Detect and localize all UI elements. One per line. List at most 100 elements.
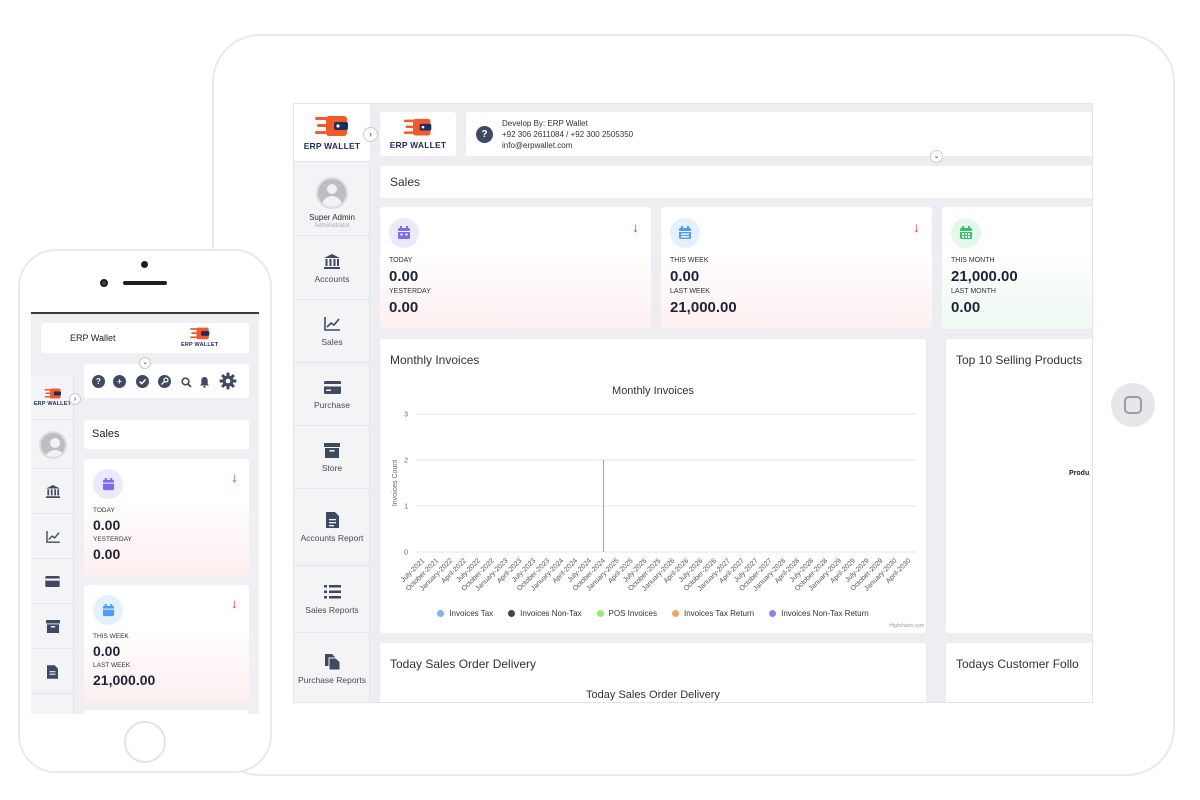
phone-expand-button[interactable]: ⌄ xyxy=(139,357,151,369)
y-tick-label: 3 xyxy=(404,412,408,419)
sidebar-item-store[interactable]: Store xyxy=(294,427,370,489)
panel-title: Top 10 Selling Products xyxy=(956,353,1083,367)
list-icon xyxy=(323,584,341,600)
phone-sidebar: ERP WALLET xyxy=(31,376,74,714)
trend-down-icon: ↓ xyxy=(231,469,238,485)
phone-page-title: Sales xyxy=(92,428,120,440)
legend-item[interactable]: POS Invoices xyxy=(596,609,657,618)
phone-sidebar-item-purchase[interactable] xyxy=(31,560,74,604)
calendar-icon xyxy=(670,218,700,248)
phone-kpi-card-today: ↓ TODAY 0.00 YESTERDAY 0.00 xyxy=(84,459,249,576)
sidebar: ERP WALLET Super Admin Administrator Acc… xyxy=(294,104,370,702)
phone-sidebar-item-accounts[interactable] xyxy=(31,470,74,514)
sidebar-item-purchase-reports[interactable]: Purchase Reports xyxy=(294,634,370,702)
develop-value: ERP Wallet xyxy=(547,119,588,128)
sidebar-logo[interactable]: ERP WALLET xyxy=(294,104,370,162)
y-tick-label: 0 xyxy=(404,550,408,557)
sidebar-item-label: Accounts Report xyxy=(300,533,364,543)
kpi-card-month: THIS MONTH 21,000.00 LAST MONTH 0.00 xyxy=(942,207,1092,329)
phone-sensor xyxy=(100,279,108,287)
sidebar-item-label: Sales xyxy=(321,337,343,347)
kpi-value: 0.00 xyxy=(389,299,419,316)
search-icon[interactable] xyxy=(181,375,192,393)
legend-label: POS Invoices xyxy=(608,609,657,618)
sidebar-item-accounts-report[interactable]: Accounts Report xyxy=(294,490,370,566)
kpi-label: LAST WEEK xyxy=(93,662,131,669)
phone-sidebar-item-store[interactable] xyxy=(31,605,74,649)
help-icon[interactable]: ? xyxy=(92,375,105,388)
chart-title: Monthly Invoices xyxy=(612,385,694,397)
phone-sidebar-toggle[interactable]: › xyxy=(69,393,81,405)
phone-next-card xyxy=(84,710,249,714)
phone-screen: ERP Wallet ERP WALLET xyxy=(31,312,259,714)
add-icon[interactable]: + xyxy=(113,375,126,388)
user-profile[interactable]: Super Admin Administrator xyxy=(294,164,370,236)
phone-speaker xyxy=(123,281,167,285)
legend-item[interactable]: Invoices Tax Return xyxy=(672,609,754,618)
calendar-icon xyxy=(93,469,123,499)
chart-credit[interactable]: Highcharts.com xyxy=(889,623,924,629)
erp-wallet-logo-icon xyxy=(44,388,61,399)
archive-icon xyxy=(45,620,60,633)
trend-down-icon: ↓ xyxy=(632,219,639,235)
kpi-label: LAST MONTH xyxy=(951,288,996,295)
kpi-label: YESTERDAY xyxy=(93,536,132,543)
kpi-value: 0.00 xyxy=(670,268,700,285)
calendar-icon xyxy=(389,218,419,248)
sidebar-item-accounts[interactable]: Accounts xyxy=(294,238,370,300)
legend-dot xyxy=(437,610,445,617)
sidebar-item-sales[interactable]: Sales xyxy=(294,301,370,363)
phone-sidebar-item-reports[interactable] xyxy=(31,650,74,694)
kpi-label: LAST WEEK xyxy=(670,288,710,295)
header-logo-text: ERP WALLET xyxy=(389,140,447,150)
avatar xyxy=(316,177,348,209)
legend-item[interactable]: Invoices Non-Tax Return xyxy=(769,609,869,618)
legend-item[interactable]: Invoices Tax xyxy=(437,609,493,618)
top-selling-products-panel: Top 10 Selling Products Produ xyxy=(946,339,1092,633)
phone-user-avatar[interactable] xyxy=(31,421,74,469)
erp-wallet-logo-icon xyxy=(189,327,210,340)
trend-down-icon: ↓ xyxy=(231,595,238,611)
sidebar-item-sales-reports[interactable]: Sales Reports xyxy=(294,567,370,633)
erp-wallet-logo-icon xyxy=(315,115,348,136)
kpi-card-today: ↓ TODAY 0.00 YESTERDAY 0.00 xyxy=(380,207,651,329)
panel-title: Today Sales Order Delivery xyxy=(390,657,537,671)
bell-icon[interactable] xyxy=(199,375,210,393)
bank-icon xyxy=(45,485,60,498)
kpi-label: TODAY xyxy=(389,257,413,264)
calendar-icon xyxy=(951,218,981,248)
email-link[interactable]: info@erpwallet.com xyxy=(502,141,573,150)
kpi-value: 21,000.00 xyxy=(670,299,737,316)
tablet-home-button xyxy=(1111,383,1155,427)
phone-logo-text: ERP WALLET xyxy=(181,342,219,348)
phone-camera xyxy=(141,261,148,268)
check-circle-icon[interactable] xyxy=(136,375,149,388)
legend-item[interactable]: Invoices Non-Tax xyxy=(508,609,582,618)
document-icon xyxy=(47,664,58,679)
phone-sidebar-logo[interactable]: ERP WALLET xyxy=(31,376,74,420)
panel-title: Monthly Invoices xyxy=(390,353,480,367)
tablet-home-icon xyxy=(1124,396,1142,414)
kpi-label: THIS MONTH xyxy=(951,257,995,264)
phone-sidebar-item-sales[interactable] xyxy=(31,515,74,559)
header-expand-button[interactable]: ⌄ xyxy=(930,150,943,163)
phone-page-title-bar: Sales xyxy=(84,420,249,449)
chart-title: Today Sales Order Delivery xyxy=(586,689,720,701)
sidebar-item-purchase[interactable]: Purchase xyxy=(294,364,370,426)
phone-app-title: ERP Wallet xyxy=(70,333,116,343)
kpi-value: 0.00 xyxy=(93,546,121,562)
document-icon xyxy=(323,512,341,528)
sidebar-logo-text: ERP WALLET xyxy=(303,140,361,151)
phone-kpi-card-week: ↓ THIS WEEK 0.00 LAST WEEK 21,000.00 xyxy=(84,585,249,702)
sidebar-item-label: Purchase xyxy=(314,400,350,410)
help-icon[interactable]: ? xyxy=(476,126,493,143)
trend-down-icon: ↓ xyxy=(913,219,920,235)
phone-sidebar-logo-text: ERP WALLET xyxy=(33,401,72,407)
erp-wallet-logo-icon xyxy=(403,118,432,136)
sidebar-toggle-button[interactable]: › xyxy=(363,127,378,142)
key-icon[interactable] xyxy=(158,375,171,388)
header-logo[interactable]: ERP WALLET xyxy=(380,112,456,156)
phone-logo[interactable]: ERP WALLET xyxy=(181,327,218,348)
chart-legend: Invoices Tax Invoices Non-Tax POS Invoic… xyxy=(380,609,926,618)
gear-icon[interactable] xyxy=(219,372,237,395)
